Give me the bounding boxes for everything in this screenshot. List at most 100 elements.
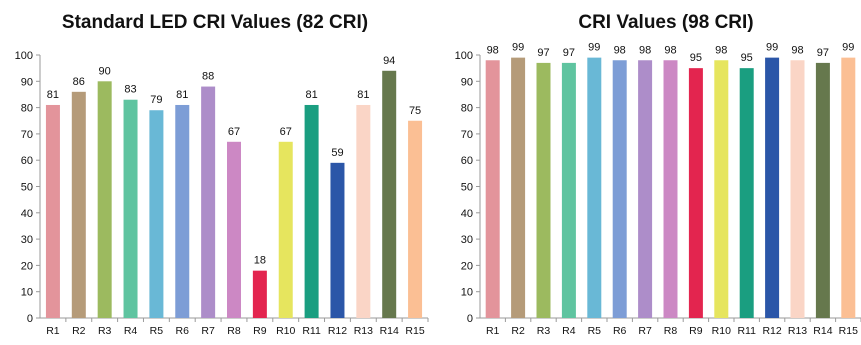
bar-r8 xyxy=(663,60,678,318)
bar-r2 xyxy=(71,91,86,318)
data-label: 88 xyxy=(202,71,214,83)
x-tick-label: R4 xyxy=(124,325,138,337)
x-tick-label: R3 xyxy=(537,325,551,337)
x-tick-label: R2 xyxy=(72,325,86,337)
x-tick-label: R14 xyxy=(813,325,832,337)
y-tick-label: 90 xyxy=(461,76,473,88)
x-tick-label: R7 xyxy=(638,325,652,337)
y-tick-label: 70 xyxy=(21,129,33,141)
bar-r8 xyxy=(227,141,241,318)
x-tick-label: R8 xyxy=(227,325,241,337)
x-tick-label: R10 xyxy=(276,325,295,337)
bar-r7 xyxy=(638,60,653,318)
bar-r14 xyxy=(382,70,397,318)
bar-r2 xyxy=(511,57,526,318)
y-tick-label: 30 xyxy=(21,234,33,246)
bar-r5 xyxy=(587,57,602,318)
chart-98-cri: CRI Values (98 CRI) 0 10 20 30 40 50 60 70 80 90 10… xyxy=(455,12,861,337)
data-label: 99 xyxy=(766,42,778,54)
y-tick-label: 100 xyxy=(455,50,473,62)
bar-r9 xyxy=(252,270,267,318)
data-label: 81 xyxy=(357,89,369,101)
y-tick-label: 70 xyxy=(461,129,473,141)
bar-r7 xyxy=(201,86,216,318)
x-tick-label: R3 xyxy=(98,325,112,337)
data-label: 97 xyxy=(817,47,829,59)
data-label: 67 xyxy=(280,126,292,138)
data-label: 97 xyxy=(563,47,575,59)
y-tick-label: 40 xyxy=(461,208,473,220)
y-tick-label: 50 xyxy=(21,182,33,194)
x-tick-label: R6 xyxy=(176,325,190,337)
x-tick-label: R5 xyxy=(588,325,602,337)
y-tick-label: 90 xyxy=(21,76,33,88)
x-tick-label: R7 xyxy=(201,325,215,337)
data-label: 99 xyxy=(588,42,600,54)
bar-r12 xyxy=(330,162,345,318)
bar-r6 xyxy=(612,60,627,318)
data-label: 99 xyxy=(842,42,854,54)
bar-r15 xyxy=(841,57,856,318)
data-label: 81 xyxy=(176,89,188,101)
chart-panel-98-cri: CRI Values (98 CRI) 0 10 20 30 40 50 60 70 80 90 10… xyxy=(436,0,861,340)
y-tick-label: 10 xyxy=(21,287,33,299)
x-tick-label: R5 xyxy=(150,325,164,337)
bar-r12 xyxy=(765,57,780,318)
x-tick-label: R6 xyxy=(613,325,627,337)
bar-r11 xyxy=(304,104,319,318)
data-label: 98 xyxy=(487,44,499,56)
x-tick-label: R12 xyxy=(328,325,347,337)
chart-panel-standard-led: Standard LED CRI Values (82 CRI) 0 10 20 30 4… xyxy=(0,0,430,340)
x-tick-label: R8 xyxy=(664,325,678,337)
data-label: 81 xyxy=(305,89,317,101)
bar-r13 xyxy=(356,104,371,318)
data-label: 94 xyxy=(383,55,395,67)
data-label: 86 xyxy=(73,76,85,88)
bar-r5 xyxy=(149,110,164,318)
y-tick-label: 20 xyxy=(21,260,33,272)
data-label: 98 xyxy=(614,44,626,56)
y-tick-label: 60 xyxy=(461,155,473,167)
bar-r13 xyxy=(790,60,805,318)
bar-r6 xyxy=(175,104,190,318)
y-tick-label: 50 xyxy=(461,182,473,194)
data-label: 95 xyxy=(690,52,702,64)
y-tick-label: 80 xyxy=(461,103,473,115)
y-tick-label: 20 xyxy=(461,260,473,272)
data-label: 67 xyxy=(228,126,240,138)
x-tick-label: R10 xyxy=(712,325,731,337)
data-label: 81 xyxy=(47,89,59,101)
x-tick-label: R14 xyxy=(380,325,399,337)
bar-r1 xyxy=(485,60,500,318)
bar-r15 xyxy=(408,120,423,318)
x-tick-label: R11 xyxy=(737,325,756,337)
bar-r9 xyxy=(688,68,703,319)
x-tick-label: R15 xyxy=(839,325,858,337)
x-tick-label: R11 xyxy=(302,325,321,337)
data-label: 18 xyxy=(254,255,266,267)
data-label: 98 xyxy=(715,44,727,56)
bar-r3 xyxy=(536,62,551,318)
x-tick-label: R9 xyxy=(253,325,267,337)
x-tick-label: R13 xyxy=(788,325,807,337)
x-tick-label: R1 xyxy=(486,325,500,337)
data-label: 75 xyxy=(409,105,421,117)
bar-r10 xyxy=(278,141,293,318)
x-tick-label: R13 xyxy=(354,325,373,337)
x-tick-label: R1 xyxy=(46,325,60,337)
chart-standard-led-cri: Standard LED CRI Values (82 CRI) 0 10 20 30 4… xyxy=(15,12,429,337)
x-tick-label: R2 xyxy=(511,325,525,337)
bar-r4 xyxy=(561,62,576,318)
y-tick-label: 60 xyxy=(21,155,33,167)
data-label: 98 xyxy=(639,44,651,56)
data-label: 98 xyxy=(664,44,676,56)
bar-r3 xyxy=(97,81,112,318)
bar-r10 xyxy=(714,60,729,318)
data-label: 95 xyxy=(741,52,753,64)
x-tick-label: R15 xyxy=(405,325,424,337)
data-label: 97 xyxy=(537,47,549,59)
bar-r4 xyxy=(123,99,138,319)
data-label: 98 xyxy=(791,44,803,56)
data-label: 83 xyxy=(124,84,136,96)
data-label: 79 xyxy=(150,94,162,106)
